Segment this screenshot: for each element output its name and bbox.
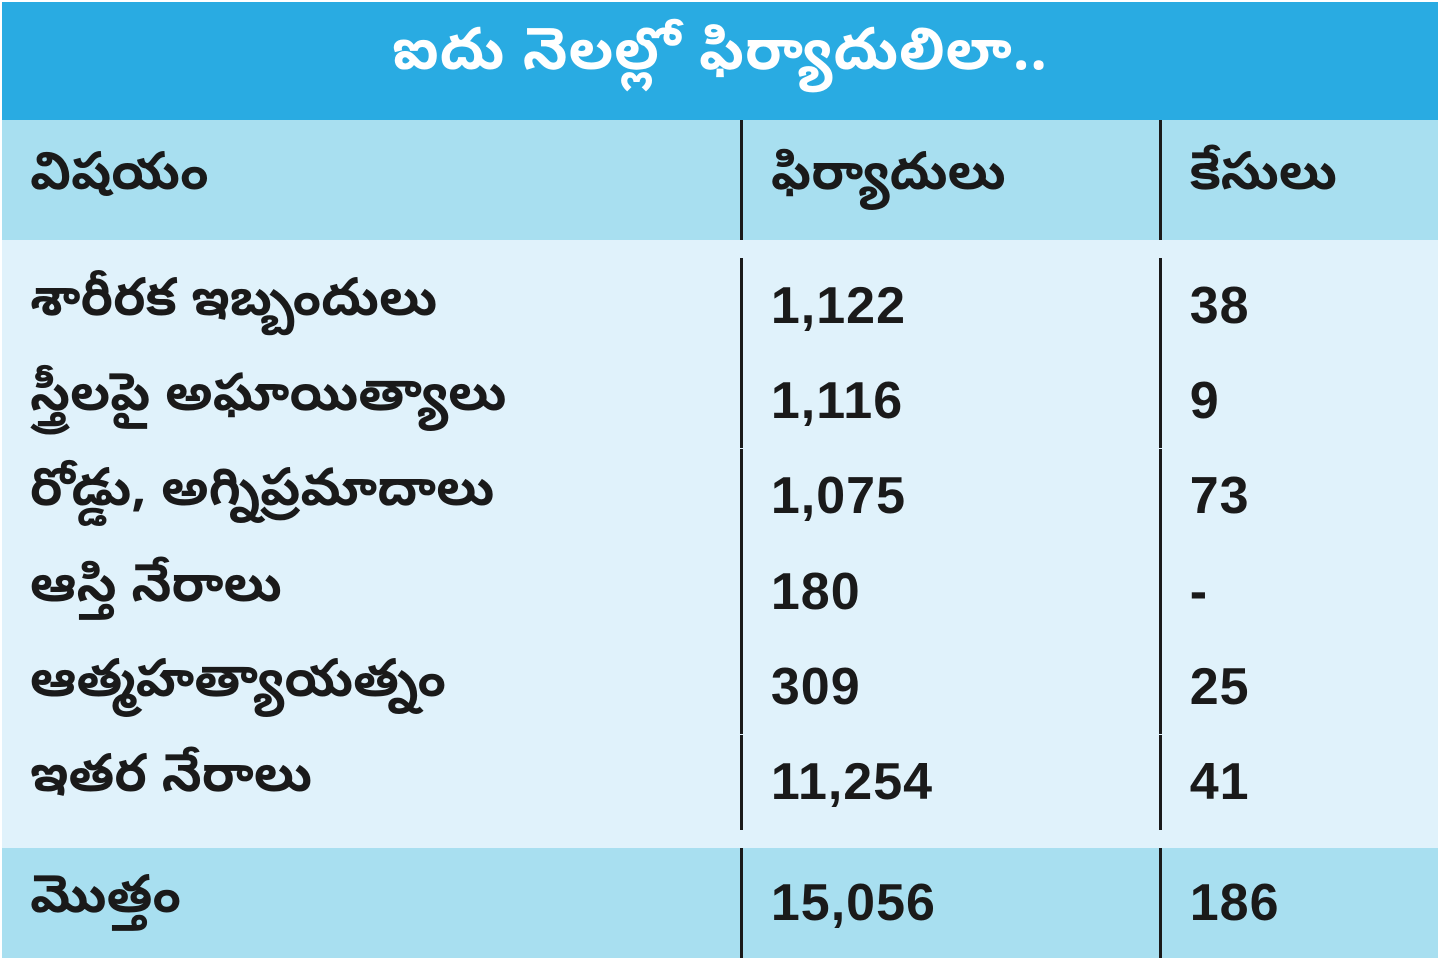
table-row: ఆస్తి నేరాలు 180 - (2, 544, 1438, 639)
cell-subject: స్త్రీలపై అఘాయిత్యాలు (2, 366, 740, 436)
col-header-subject: విషయం (2, 145, 740, 215)
cell-complaints: 1,122 (740, 258, 1159, 353)
complaints-table: ఐదు నెలల్లో ఫిర్యాదులిలా.. విషయం ఫిర్యాద… (0, 0, 1440, 960)
table-row: రోడ్డు, అగ్నిప్రమాదాలు 1,075 73 (2, 449, 1438, 544)
cell-subject: ఇతర నేరాలు (2, 747, 740, 817)
cell-subject: ఆస్తి నేరాలు (2, 557, 740, 627)
table-row: ఇతర నేరాలు 11,254 41 (2, 735, 1438, 830)
cell-complaints: 1,075 (740, 449, 1159, 544)
cell-cases: - (1159, 544, 1438, 639)
cell-cases: 73 (1159, 449, 1438, 544)
table-row: శారీరక ఇబ్బందులు 1,122 38 (2, 258, 1438, 353)
total-cases: 186 (1159, 848, 1438, 958)
total-label: మొత్తం (2, 868, 740, 938)
table-total-row: మొత్తం 15,056 186 (2, 848, 1438, 958)
table-row: ఆత్మహత్యాయత్నం 309 25 (2, 639, 1438, 734)
cell-subject: శారీరక ఇబ్బందులు (2, 271, 740, 341)
cell-complaints: 180 (740, 544, 1159, 639)
table-title: ఐదు నెలల్లో ఫిర్యాదులిలా.. (2, 2, 1438, 120)
cell-complaints: 1,116 (740, 353, 1159, 448)
cell-subject: ఆత్మహత్యాయత్నం (2, 652, 740, 722)
table-header-row: విషయం ఫిర్యాదులు కేసులు (2, 120, 1438, 240)
cell-subject: రోడ్డు, అగ్నిప్రమాదాలు (2, 461, 740, 531)
cell-cases: 9 (1159, 353, 1438, 448)
col-header-cases: కేసులు (1159, 120, 1438, 240)
cell-complaints: 11,254 (740, 735, 1159, 830)
cell-cases: 41 (1159, 735, 1438, 830)
cell-complaints: 309 (740, 639, 1159, 734)
cell-cases: 38 (1159, 258, 1438, 353)
table-body: శారీరక ఇబ్బందులు 1,122 38 స్త్రీలపై అఘాయ… (2, 240, 1438, 848)
col-header-complaints: ఫిర్యాదులు (740, 120, 1159, 240)
table-row: స్త్రీలపై అఘాయిత్యాలు 1,116 9 (2, 353, 1438, 448)
cell-cases: 25 (1159, 639, 1438, 734)
total-complaints: 15,056 (740, 848, 1159, 958)
